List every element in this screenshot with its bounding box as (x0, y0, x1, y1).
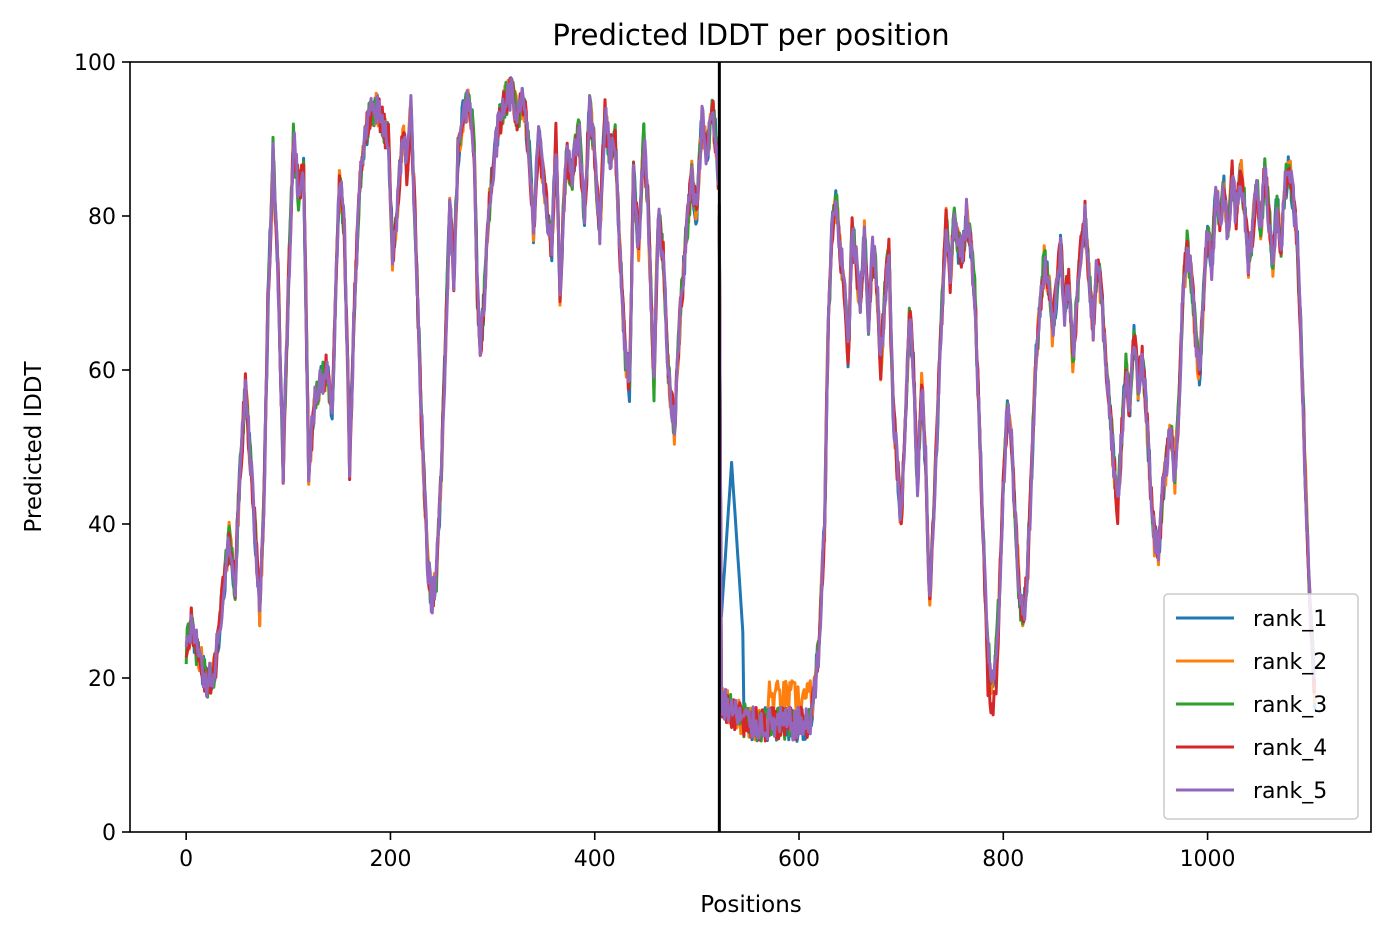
y-tick-label: 60 (88, 359, 116, 384)
y-tick-label: 0 (102, 821, 116, 846)
x-axis-label: Positions (700, 892, 802, 918)
legend-label-rank_3: rank_3 (1253, 693, 1327, 718)
plot-frame (129, 61, 1372, 833)
legend-label-rank_5: rank_5 (1253, 779, 1327, 804)
legend: rank_1 rank_2 rank_3 rank_4 rank_5 (1163, 593, 1359, 820)
legend-label-rank_4: rank_4 (1253, 736, 1327, 761)
x-tick-label: 0 (179, 847, 193, 872)
x-tick-label: 400 (574, 847, 616, 872)
series-line-rank_5 (184, 77, 720, 698)
x-tick-label: 200 (369, 847, 411, 872)
x-tick-label: 600 (778, 847, 820, 872)
series-line-rank_5 (717, 166, 1316, 742)
y-tick-label: 80 (88, 205, 116, 230)
x-axis-ticks: 0 200 400 600 800 1000 (179, 832, 1236, 872)
y-axis-label: Predicted lDDT (21, 360, 47, 532)
x-tick-label: 1000 (1180, 847, 1236, 872)
series-lines (184, 76, 1317, 743)
chart-title: Predicted lDDT per position (552, 18, 949, 52)
legend-box (1163, 593, 1359, 820)
y-tick-label: 100 (74, 51, 116, 76)
legend-label-rank_2: rank_2 (1253, 650, 1327, 675)
y-axis-ticks: 0 20 40 60 80 100 (74, 51, 130, 846)
y-tick-label: 40 (88, 513, 116, 538)
y-tick-label: 20 (88, 667, 116, 692)
x-tick-label: 800 (982, 847, 1024, 872)
legend-label-rank_1: rank_1 (1253, 607, 1327, 632)
